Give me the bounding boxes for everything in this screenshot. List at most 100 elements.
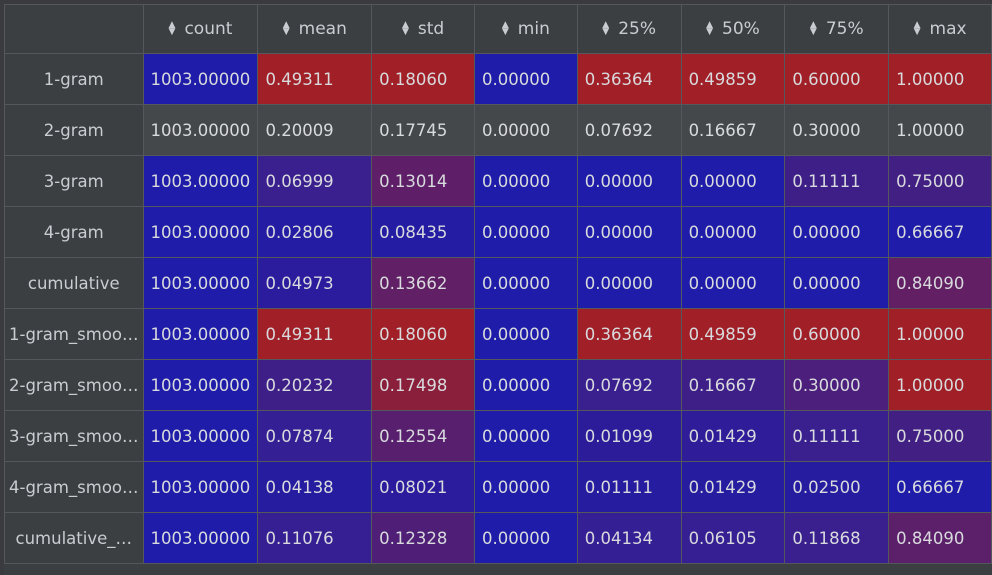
table-cell[interactable]: 0.00000 bbox=[576, 257, 682, 309]
table-cell[interactable]: 0.75000 bbox=[888, 410, 992, 462]
table-cell[interactable]: 0.11076 bbox=[257, 512, 373, 564]
sort-icon[interactable]: ▲ ▼ bbox=[501, 20, 509, 37]
table-cell[interactable]: 1003.00000 bbox=[142, 104, 259, 156]
table-cell[interactable]: 0.66667 bbox=[888, 206, 992, 258]
table-cell[interactable]: 0.00000 bbox=[473, 53, 578, 105]
sort-icon[interactable]: ▲ ▼ bbox=[168, 20, 176, 37]
sort-icon[interactable]: ▲ ▼ bbox=[602, 20, 610, 37]
table-cell[interactable]: 0.60000 bbox=[784, 308, 890, 360]
table-cell[interactable]: 0.30000 bbox=[784, 359, 890, 411]
table-row[interactable]: 3-gram_smoo… 1003.00000 0.07874 0.12554 0.00… bbox=[4, 410, 992, 462]
table-cell[interactable]: 0.30000 bbox=[784, 104, 890, 156]
table-cell[interactable]: 0.00000 bbox=[680, 257, 786, 309]
column-header-25[interactable]: ▲ ▼ 25% bbox=[576, 4, 682, 54]
column-header-50[interactable]: ▲ ▼ 50% bbox=[680, 4, 786, 54]
table-cell[interactable]: 0.00000 bbox=[473, 206, 578, 258]
table-cell[interactable]: 0.17498 bbox=[371, 359, 475, 411]
table-cell[interactable]: 1003.00000 bbox=[142, 461, 259, 513]
table-cell[interactable]: 0.07874 bbox=[257, 410, 373, 462]
table-row[interactable]: 1-gram 1003.00000 0.49311 0.18060 0.00000 0.3… bbox=[4, 53, 992, 105]
table-cell[interactable]: 1.00000 bbox=[888, 53, 992, 105]
table-cell[interactable]: 0.84090 bbox=[888, 257, 992, 309]
table-cell[interactable]: 0.16667 bbox=[680, 359, 786, 411]
table-cell[interactable]: 0.00000 bbox=[473, 359, 578, 411]
table-cell[interactable]: 0.20009 bbox=[257, 104, 373, 156]
table-cell[interactable]: 1003.00000 bbox=[142, 512, 259, 564]
table-cell[interactable]: 0.01429 bbox=[680, 410, 786, 462]
table-cell[interactable]: 0.00000 bbox=[473, 461, 578, 513]
table-cell[interactable]: 1003.00000 bbox=[142, 155, 259, 207]
table-cell[interactable]: 0.01429 bbox=[680, 461, 786, 513]
table-cell[interactable]: 0.16667 bbox=[680, 104, 786, 156]
table-cell[interactable]: 0.08021 bbox=[371, 461, 475, 513]
table-cell[interactable]: 0.00000 bbox=[784, 206, 890, 258]
table-cell[interactable]: 0.02500 bbox=[784, 461, 890, 513]
table-cell[interactable]: 0.36364 bbox=[576, 308, 682, 360]
table-cell[interactable]: 0.49311 bbox=[257, 308, 373, 360]
table-cell[interactable]: 0.84090 bbox=[888, 512, 992, 564]
table-cell[interactable]: 0.11111 bbox=[784, 410, 890, 462]
sort-icon[interactable]: ▲ ▼ bbox=[282, 20, 290, 37]
table-cell[interactable]: 0.04138 bbox=[257, 461, 373, 513]
table-cell[interactable]: 0.20232 bbox=[257, 359, 373, 411]
table-cell[interactable]: 0.13662 bbox=[371, 257, 475, 309]
column-header-std[interactable]: ▲ ▼ std bbox=[371, 4, 475, 54]
table-cell[interactable]: 1.00000 bbox=[888, 308, 992, 360]
table-cell[interactable]: 0.18060 bbox=[371, 308, 475, 360]
table-cell[interactable]: 0.17745 bbox=[371, 104, 475, 156]
table-row[interactable]: 4-gram 1003.00000 0.02806 0.08435 0.00000 0.0… bbox=[4, 206, 992, 258]
table-cell[interactable]: 1003.00000 bbox=[142, 308, 259, 360]
table-cell[interactable]: 1003.00000 bbox=[142, 53, 259, 105]
table-row[interactable]: 3-gram 1003.00000 0.06999 0.13014 0.00000 0.0… bbox=[4, 155, 992, 207]
table-cell[interactable]: 0.11111 bbox=[784, 155, 890, 207]
table-cell[interactable]: 0.04134 bbox=[576, 512, 682, 564]
sort-icon[interactable]: ▲ ▼ bbox=[401, 20, 409, 37]
table-row[interactable]: cumulative_… 1003.00000 0.11076 0.12328 0.00… bbox=[4, 512, 992, 564]
table-cell[interactable]: 0.36364 bbox=[576, 53, 682, 105]
table-cell[interactable]: 0.75000 bbox=[888, 155, 992, 207]
table-cell[interactable]: 0.00000 bbox=[473, 155, 578, 207]
table-cell[interactable]: 0.06999 bbox=[257, 155, 373, 207]
table-cell[interactable]: 0.04973 bbox=[257, 257, 373, 309]
table-row[interactable]: cumulative 1003.00000 0.04973 0.13662 0.0000… bbox=[4, 257, 992, 309]
table-cell[interactable]: 0.00000 bbox=[784, 257, 890, 309]
table-cell[interactable]: 0.01111 bbox=[576, 461, 682, 513]
table-row[interactable]: 2-gram_smoo… 1003.00000 0.20232 0.17498 0.00… bbox=[4, 359, 992, 411]
table-cell[interactable]: 1003.00000 bbox=[142, 257, 259, 309]
table-cell[interactable]: 0.12554 bbox=[371, 410, 475, 462]
column-header-min[interactable]: ▲ ▼ min bbox=[473, 4, 578, 54]
table-row[interactable]: 2-gram 1003.00000 0.20009 0.17745 0.00000 0.0… bbox=[4, 104, 992, 156]
table-cell[interactable]: 0.07692 bbox=[576, 104, 682, 156]
table-cell[interactable]: 0.49311 bbox=[257, 53, 373, 105]
column-header-mean[interactable]: ▲ ▼ mean bbox=[257, 4, 373, 54]
table-cell[interactable]: 0.66667 bbox=[888, 461, 992, 513]
table-cell[interactable]: 0.00000 bbox=[576, 206, 682, 258]
table-cell[interactable]: 0.00000 bbox=[576, 155, 682, 207]
table-cell[interactable]: 0.02806 bbox=[257, 206, 373, 258]
sort-icon[interactable]: ▲ ▼ bbox=[706, 20, 714, 37]
table-cell[interactable]: 0.00000 bbox=[473, 257, 578, 309]
table-cell[interactable]: 1.00000 bbox=[888, 359, 992, 411]
table-cell[interactable]: 0.00000 bbox=[473, 512, 578, 564]
table-cell[interactable]: 1.00000 bbox=[888, 104, 992, 156]
table-cell[interactable]: 1003.00000 bbox=[142, 410, 259, 462]
column-header-count[interactable]: ▲ ▼ count bbox=[142, 4, 259, 54]
table-cell[interactable]: 0.12328 bbox=[371, 512, 475, 564]
table-cell[interactable]: 1003.00000 bbox=[142, 206, 259, 258]
table-cell[interactable]: 0.00000 bbox=[473, 410, 578, 462]
table-row[interactable]: 1-gram_smoo… 1003.00000 0.49311 0.18060 0.00… bbox=[4, 308, 992, 360]
table-cell[interactable]: 0.01099 bbox=[576, 410, 682, 462]
table-cell[interactable]: 0.13014 bbox=[371, 155, 475, 207]
sort-icon[interactable]: ▲ ▼ bbox=[913, 20, 921, 37]
table-cell[interactable]: 0.00000 bbox=[473, 104, 578, 156]
sort-icon[interactable]: ▲ ▼ bbox=[809, 20, 817, 37]
table-cell[interactable]: 0.11868 bbox=[784, 512, 890, 564]
table-cell[interactable]: 0.49859 bbox=[680, 53, 786, 105]
table-cell[interactable]: 0.49859 bbox=[680, 308, 786, 360]
column-header-max[interactable]: ▲ ▼ max bbox=[888, 4, 992, 54]
table-row[interactable]: 4-gram_smoo… 1003.00000 0.04138 0.08021 0.00… bbox=[4, 461, 992, 513]
table-cell[interactable]: 1003.00000 bbox=[142, 359, 259, 411]
table-cell[interactable]: 0.18060 bbox=[371, 53, 475, 105]
table-cell[interactable]: 0.00000 bbox=[680, 206, 786, 258]
table-cell[interactable]: 0.00000 bbox=[680, 155, 786, 207]
